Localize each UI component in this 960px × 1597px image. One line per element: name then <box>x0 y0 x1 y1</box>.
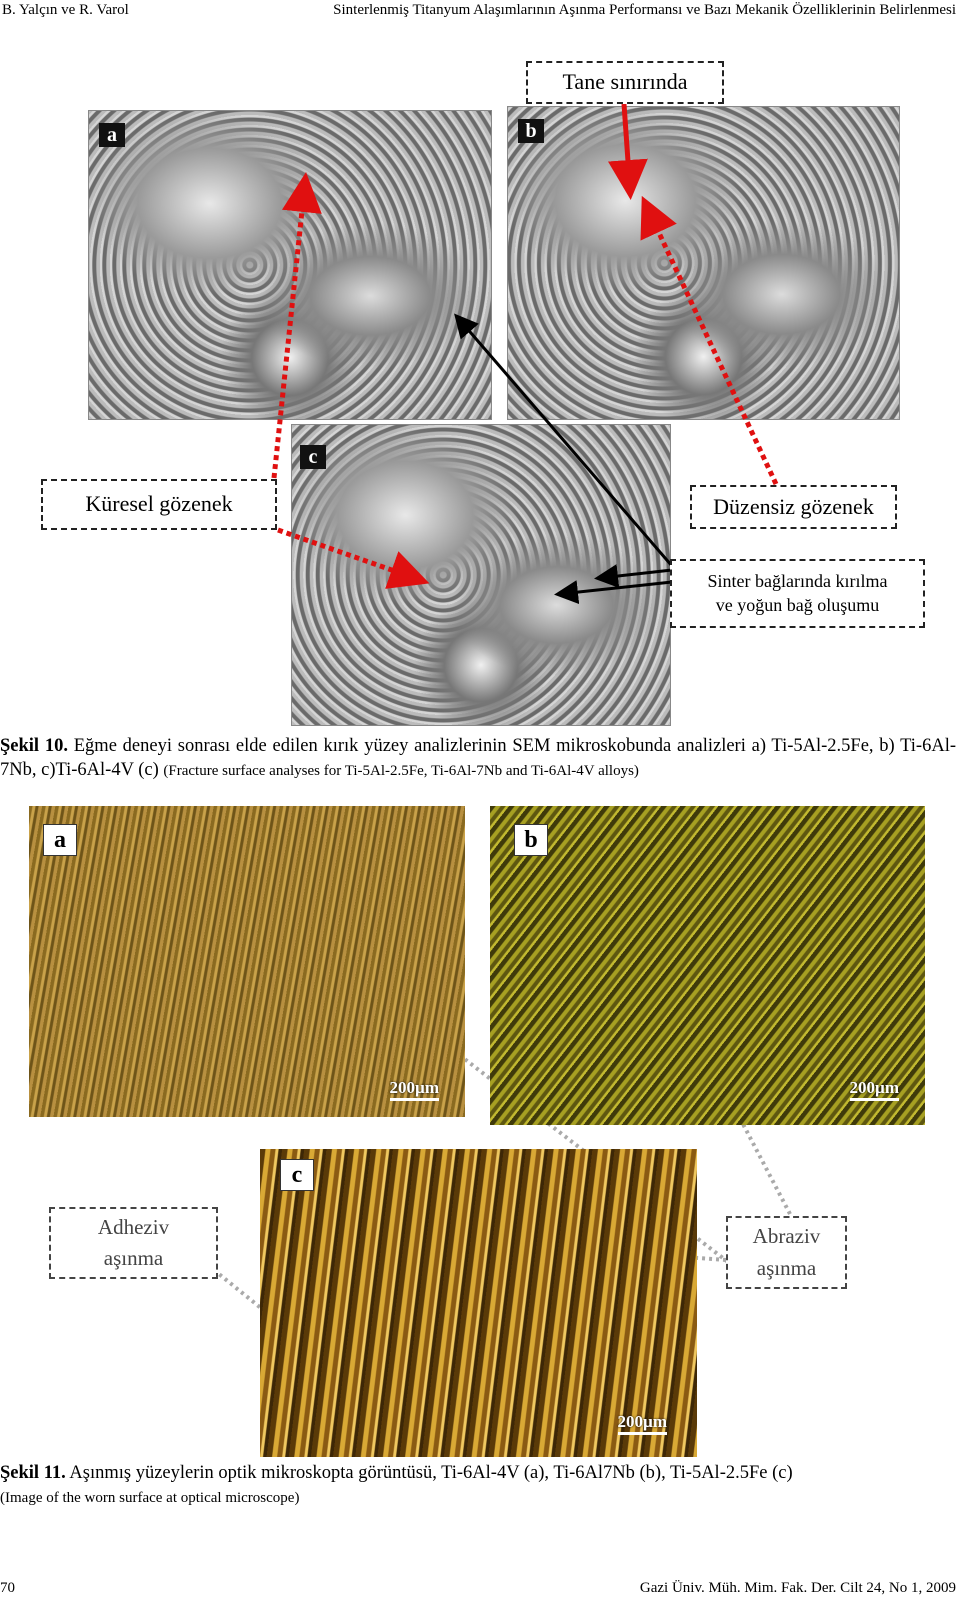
callout-line: Sinter bağlarında kırılma <box>707 571 888 592</box>
caption-translation: (Fracture surface analyses for Ti-5Al-2.… <box>163 763 639 780</box>
footer-journal: Gazi Üniv. Müh. Mim. Fak. Der. Cilt 24, … <box>639 1580 956 1596</box>
callout: Tane sınırında <box>526 61 724 104</box>
caption: Şekil 10. Eğme deneyi sonrası elde edile… <box>0 734 956 782</box>
panel-label: a <box>99 123 125 147</box>
scale-bar: 200µm <box>849 1078 899 1101</box>
callout-line: Adheziv <box>97 1214 170 1239</box>
header-title: Sinterlenmiş Titanyum Alaşımlarının Aşın… <box>333 2 956 18</box>
page-number: 70 <box>0 1580 15 1596</box>
optical-image: b 200µm <box>490 806 925 1125</box>
callout-line: aşınma <box>756 1255 817 1280</box>
optical-image: c 200µm <box>260 1149 697 1457</box>
callout: Abraziv aşınma <box>726 1216 847 1289</box>
arrow <box>454 313 674 567</box>
arrow <box>554 580 673 605</box>
panel-label: a <box>43 824 77 856</box>
caption-label: Şekil 10. <box>0 736 68 756</box>
arrow <box>640 195 779 486</box>
panel-label: c <box>280 1159 314 1191</box>
arrow <box>607 103 648 200</box>
caption-label: Şekil 11. <box>0 1463 66 1483</box>
caption-text: Aşınmış yüzeylerin optik mikroskopta gör… <box>69 1463 793 1483</box>
callout: Küresel gözenek <box>41 479 277 530</box>
callout-line: aşınma <box>103 1246 164 1270</box>
panel-label: b <box>518 119 544 143</box>
callout: Sinter bağlarında kırılma ve yoğun bağ o… <box>670 559 925 628</box>
optical-image: a 200µm <box>29 806 465 1117</box>
scale-bar: 200µm <box>617 1412 667 1435</box>
sem-image: b <box>507 106 900 420</box>
caption: Şekil 11. Aşınmış yüzeylerin optik mikro… <box>0 1461 956 1509</box>
panel-label: b <box>514 824 548 856</box>
sem-image: a <box>88 110 492 420</box>
scale-bar: 200µm <box>389 1078 439 1101</box>
callout: Düzensiz gözenek <box>690 485 897 529</box>
caption-translation: (Image of the worn surface at optical mi… <box>0 1490 300 1507</box>
arrow <box>271 172 322 479</box>
arrow <box>594 564 673 588</box>
arrow <box>277 527 430 589</box>
header-authors: B. Yalçın ve R. Varol <box>2 2 129 18</box>
panel-label: c <box>300 445 326 469</box>
callout-line: ve yoğun bağ oluşumu <box>715 594 880 615</box>
callout-line: Abraziv <box>752 1224 821 1248</box>
caption-text: Eğme deneyi sonrası elde edilen kırık yü… <box>0 736 957 781</box>
callout: Adheziv aşınma <box>49 1207 218 1279</box>
